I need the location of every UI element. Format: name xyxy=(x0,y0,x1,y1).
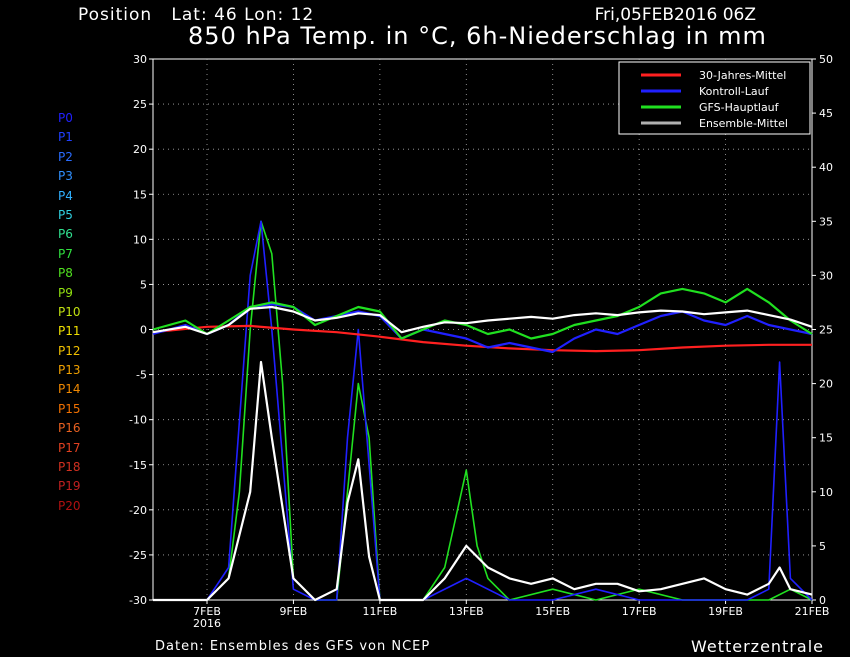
member-label: P1 xyxy=(58,130,73,145)
legend-label: Ensemble-Mittel xyxy=(699,117,788,130)
y-right-tick-label: 15 xyxy=(819,432,833,445)
x-tick-label: 13FEB xyxy=(449,605,484,618)
x-tick-label: 9FEB xyxy=(280,605,308,618)
member-label: P16 xyxy=(58,421,81,436)
y-right-tick-label: 50 xyxy=(819,53,833,66)
member-label: P17 xyxy=(58,440,81,455)
y-left-tick-label: 10 xyxy=(133,233,147,246)
y-left-tick-label: 15 xyxy=(133,188,147,201)
chart-title: 850 hPa Temp. in °C, 6h-Niederschlag in … xyxy=(188,22,767,50)
member-label: P7 xyxy=(58,246,73,261)
member-label: P15 xyxy=(58,401,81,416)
member-label: P14 xyxy=(58,382,81,397)
data-source: Daten: Ensembles des GFS von NCEP xyxy=(155,639,431,654)
y-left-tick-label: -30 xyxy=(129,594,147,607)
legend-label: 30-Jahres-Mittel xyxy=(699,69,786,82)
member-label: P19 xyxy=(58,479,81,494)
member-label: P9 xyxy=(58,285,73,300)
member-label: P8 xyxy=(58,266,73,281)
legend-label: Kontroll-Lauf xyxy=(699,85,770,98)
y-left-tick-label: 30 xyxy=(133,53,147,66)
y-right-tick-label: 5 xyxy=(819,540,826,553)
member-label: P4 xyxy=(58,188,73,203)
run-date: Fri,05FEB2016 06Z xyxy=(594,5,756,25)
y-left-tick-label: 5 xyxy=(140,278,147,291)
y-left-tick-label: 25 xyxy=(133,98,147,111)
precip-line xyxy=(153,220,813,601)
precip-line xyxy=(153,360,813,602)
member-label: P11 xyxy=(58,324,81,339)
y-right-tick-label: 20 xyxy=(819,378,833,391)
y-right-tick-label: 40 xyxy=(819,161,833,174)
member-label: P5 xyxy=(58,207,73,222)
x-tick-sublabel: 2016 xyxy=(193,617,221,630)
y-left-tick-label: 0 xyxy=(140,324,147,337)
member-label: P6 xyxy=(58,227,73,242)
x-tick-label: 17FEB xyxy=(622,605,657,618)
x-tick-label: 19FEB xyxy=(708,605,743,618)
x-tick-label: 21FEB xyxy=(795,605,830,618)
y-left-tick-label: -20 xyxy=(129,504,147,517)
x-tick-label: 15FEB xyxy=(535,605,570,618)
temp-line xyxy=(152,305,813,336)
x-tick-label: 7FEB xyxy=(193,605,221,618)
member-label: P13 xyxy=(58,363,81,378)
y-right-tick-label: 25 xyxy=(819,324,833,337)
member-label: P20 xyxy=(58,498,81,513)
member-list: P0 P1 P2 P3 P4 P5 P6 P7 P8 P9 P10 P11 P1… xyxy=(58,109,81,516)
y-left-tick-label: -25 xyxy=(129,549,147,562)
member-label: P0 xyxy=(58,111,73,125)
temp-line xyxy=(152,287,813,340)
y-left-tick-label: 20 xyxy=(133,143,147,156)
position-label: Position Lat: 46 Lon: 12 xyxy=(78,5,315,25)
member-label: P10 xyxy=(58,304,81,319)
y-right-tick-label: 45 xyxy=(819,107,833,120)
y-right-tick-label: 30 xyxy=(819,269,833,282)
brand-label: Wetterzentrale xyxy=(690,637,824,656)
y-left-tick-label: -15 xyxy=(129,459,147,472)
member-label: P3 xyxy=(58,169,73,184)
y-right-tick-label: 0 xyxy=(819,594,826,607)
y-left-tick-label: -5 xyxy=(136,369,147,382)
x-tick-label: 11FEB xyxy=(362,605,397,618)
member-label: P12 xyxy=(58,343,81,358)
y-left-tick-label: -10 xyxy=(129,414,147,427)
legend-label: GFS-Hauptlauf xyxy=(699,101,780,114)
temp-line xyxy=(152,303,813,354)
y-right-tick-label: 10 xyxy=(819,486,833,499)
member-label: P18 xyxy=(58,460,81,475)
precip-line xyxy=(153,220,813,601)
y-right-tick-label: 35 xyxy=(819,215,833,228)
member-label: P2 xyxy=(58,149,73,164)
